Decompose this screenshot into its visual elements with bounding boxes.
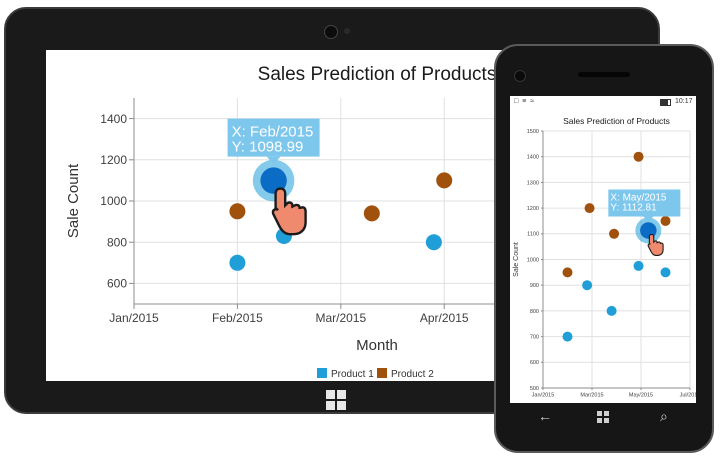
pointer-hand-icon[interactable] — [271, 187, 307, 236]
product-1-point-highlighted — [260, 167, 287, 194]
hand-shape — [271, 187, 307, 236]
y-tick-label: 500 — [530, 386, 539, 392]
product-2-point — [436, 172, 453, 189]
legend-item: Product 1 — [317, 368, 374, 380]
tooltip-text: Y: 1112.81 — [610, 203, 657, 214]
battery-icon — [660, 99, 671, 106]
y-tick-label: 700 — [530, 335, 539, 341]
y-tick-label: 800 — [107, 235, 127, 249]
legend-product-1-swatch — [317, 368, 327, 378]
y-tick-label: 1400 — [100, 112, 127, 126]
status-bar: □ ≡ ≈ 10:17 — [510, 96, 696, 108]
tooltip-box — [227, 118, 320, 157]
y-tick-label: 1000 — [527, 257, 539, 263]
chart-title: Sales Prediction of Products — [563, 116, 670, 126]
y-tick-label: 600 — [530, 360, 539, 366]
product-2-point — [633, 151, 644, 162]
back-icon[interactable]: ← — [538, 408, 552, 424]
y-tick-label: 1200 — [527, 206, 539, 212]
product-2-point — [229, 203, 246, 220]
x-tick-label: May/2015 — [629, 393, 653, 399]
product-2-point — [609, 228, 620, 239]
tooltip-pointer — [266, 156, 281, 164]
signal-icon: □ ≡ ≈ — [514, 98, 536, 105]
y-tick-label: 1200 — [100, 153, 127, 167]
x-tick-label: Jan/2015 — [532, 393, 555, 399]
tablet-sensor — [344, 28, 350, 34]
legend-label: Product 1 — [331, 369, 374, 380]
y-axis-label: Sale Count — [513, 242, 520, 277]
product-1-point — [660, 267, 671, 278]
phone-chart: Sales Prediction of Products Jan/2015 Mar/… — [513, 116, 696, 399]
y-tick-label: 1100 — [527, 232, 539, 238]
tooltip-text: Y: 1098.99 — [232, 139, 304, 156]
x-tick-label: Apr/2015 — [420, 311, 469, 325]
hand-shape — [647, 233, 664, 256]
y-tick-label: 1000 — [100, 194, 127, 208]
phone-screen: □ ≡ ≈ 10:17 Sales Prediction of Products… — [510, 96, 696, 403]
chart-title: Sales Prediction of Products — [258, 64, 497, 85]
y-tick-label: 600 — [107, 277, 127, 291]
pointer-hand-icon[interactable] — [647, 233, 664, 256]
phone-camera — [514, 70, 526, 82]
tooltip-pointer — [643, 216, 654, 222]
product-2-point — [660, 215, 671, 226]
product-2-point — [562, 267, 573, 278]
legend-item: Product 2 — [377, 368, 434, 380]
tooltip-box — [608, 189, 681, 217]
y-tick-label: 800 — [530, 309, 539, 315]
product-2-point — [584, 203, 595, 214]
y-tick-label: 900 — [530, 283, 539, 289]
tooltip-text: X: Feb/2015 — [232, 124, 314, 141]
product-1-point — [582, 280, 593, 291]
x-tick-label: Feb/2015 — [212, 311, 263, 325]
tablet-camera — [324, 25, 338, 39]
legend: Product 1 Product 2 — [317, 368, 434, 380]
phone-device: □ ≡ ≈ 10:17 Sales Prediction of Products… — [494, 44, 714, 453]
legend-label: Product 2 — [391, 369, 434, 380]
phone-nav-bar: ← ⌕ — [510, 403, 696, 433]
product-2-point — [363, 205, 380, 222]
y-tick-label: 1300 — [527, 180, 539, 186]
status-time: 10:17 — [675, 98, 693, 105]
y-axis-label: Sale Count — [65, 163, 82, 238]
x-tick-label: Mar/2015 — [580, 393, 603, 399]
search-icon[interactable]: ⌕ — [660, 408, 668, 424]
product-1-point — [562, 331, 573, 342]
product-1-point — [606, 305, 617, 316]
product-1-point — [229, 254, 246, 271]
windows-logo-icon[interactable] — [597, 411, 609, 423]
tooltip-text: X: May/2015 — [610, 193, 667, 204]
y-tick-label: 1400 — [527, 155, 539, 161]
x-tick-label: Jan/2015 — [109, 311, 159, 325]
phone-speaker — [578, 72, 630, 77]
product-1-point — [425, 234, 442, 251]
product-1-point — [633, 260, 644, 271]
x-tick-label: Jul/2015 — [680, 393, 696, 399]
x-axis-label: Month — [356, 337, 398, 354]
x-tick-label: Mar/2015 — [315, 311, 366, 325]
legend-product-2-swatch — [377, 368, 387, 378]
y-tick-label: 1500 — [527, 129, 539, 135]
windows-logo-icon[interactable] — [325, 389, 347, 411]
